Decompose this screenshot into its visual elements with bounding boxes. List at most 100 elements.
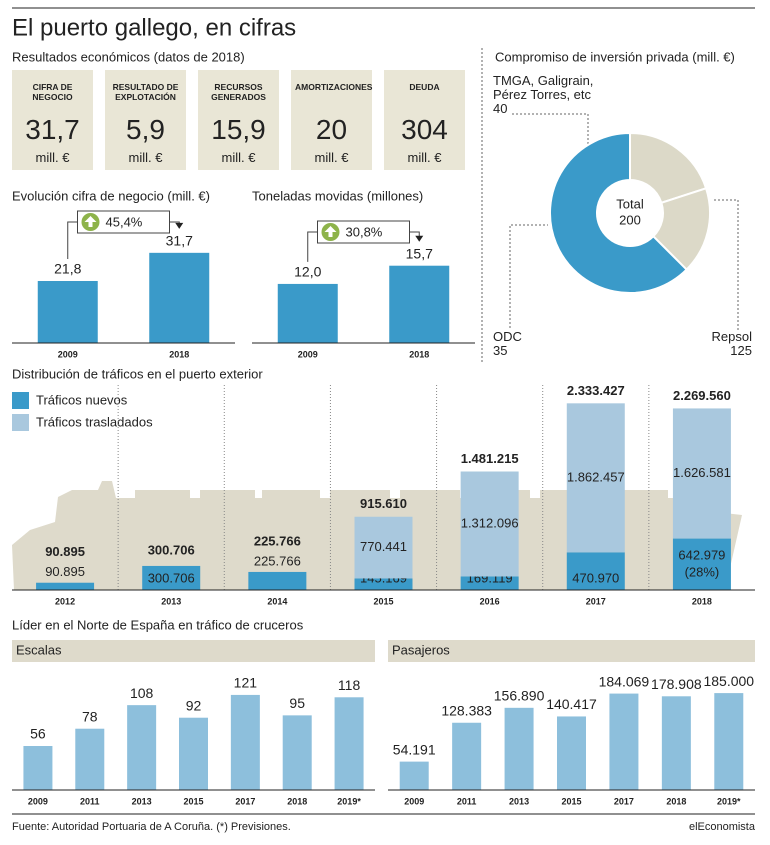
bar-segment [36, 582, 95, 590]
bar [23, 746, 53, 790]
leader [512, 113, 589, 148]
kpi-unit: mill. € [128, 150, 163, 165]
x-tick-label: 2009 [298, 349, 318, 359]
section-header [388, 640, 755, 662]
bar-segment [460, 576, 519, 590]
total-label: 2.333.427 [567, 383, 625, 398]
x-tick-label: 2017 [614, 796, 634, 806]
pie-label: ODC 35 [493, 330, 522, 358]
kpi-box: RESULTADO DE EXPLOTACIÓN 5,9 mill. € [105, 70, 186, 170]
bar [277, 283, 338, 343]
brand: elEconomista [689, 821, 756, 833]
value-label: 300.706 [148, 570, 195, 585]
bar-segment [354, 578, 413, 590]
value-label: 15,7 [406, 245, 433, 261]
kpi-box: DEUDA 304 mill. € [384, 70, 465, 170]
value-label: 140.417 [546, 696, 597, 712]
bar-segment [354, 516, 413, 579]
x-tick-label: 2013 [161, 596, 181, 606]
bar [230, 694, 260, 790]
bar [75, 728, 105, 790]
arrow-head [175, 222, 184, 229]
kpi-unit: mill. € [314, 150, 349, 165]
center-label: Total [616, 196, 644, 211]
kpi-box: RECURSOS GENERADOS 15,9 mill. € [198, 70, 279, 170]
center-total: 200 [619, 212, 641, 227]
kpi-box: CIFRA DE NEGOCIO 31,7 mill. € [12, 70, 93, 170]
x-tick-label: 2019* [717, 796, 741, 806]
value-label: 121 [234, 675, 258, 691]
bar [389, 265, 450, 343]
chart-title: Distribución de tráficos en el puerto ex… [12, 366, 263, 381]
legend-label: Tráficos nuevos [36, 392, 128, 407]
share-label: (28%) [685, 565, 720, 580]
bar [609, 693, 639, 790]
growth-arrow [84, 216, 97, 227]
x-tick-label: 2019* [337, 796, 361, 806]
section-header [12, 640, 375, 662]
pie-label-name: Repsol [711, 329, 752, 344]
value-label: 178.908 [651, 676, 702, 692]
legend-swatch [12, 414, 29, 431]
value-label: 770.441 [360, 539, 407, 554]
x-tick-label: 2015 [561, 796, 581, 806]
bar-segment [672, 538, 731, 590]
bar [37, 280, 98, 343]
value-label: 92 [186, 697, 202, 713]
kpi-value: 20 [315, 114, 348, 145]
bar [179, 717, 208, 790]
pie-label-name: ODC [493, 329, 522, 344]
x-tick-label: 2009 [404, 796, 424, 806]
kpi-label: AMORTIZACIONES [295, 82, 373, 92]
kpi-label: CIFRA DE NEGOCIO [32, 82, 73, 102]
pie-label-value: 40 [493, 101, 508, 116]
value-label: 225.766 [254, 553, 301, 568]
kpi-label: DEUDA [409, 82, 440, 92]
x-tick-label: 2009 [58, 349, 78, 359]
x-tick-label: 2017 [586, 596, 606, 606]
kpi-value: 304 [401, 114, 448, 145]
kpi-label: RECURSOS GENERADOS [211, 82, 266, 102]
legend-label: Tráficos trasladados [36, 414, 153, 429]
legend-swatch [12, 392, 29, 409]
x-tick-label: 2009 [28, 796, 48, 806]
bar-segment [672, 408, 731, 539]
kpi-value: 5,9 [126, 114, 165, 145]
total-label: 90.895 [45, 544, 85, 559]
bar [127, 705, 157, 790]
arrow-head [415, 235, 424, 242]
chart-title: Escalas [16, 642, 62, 657]
growth-bracket [67, 221, 78, 259]
bar [504, 707, 534, 790]
bar-segment [566, 403, 625, 553]
bar-segment [248, 571, 307, 590]
section-title: Líder en el Norte de España en tráfico d… [12, 617, 304, 632]
kpi-value: 15,9 [211, 114, 266, 145]
total-label: 225.766 [254, 533, 301, 548]
value-label: 184.069 [599, 673, 650, 689]
bar-segment [566, 552, 625, 590]
source: Fuente: Autoridad Portuaria de A Coruña.… [12, 821, 291, 833]
leader [509, 224, 548, 328]
kpi-box: AMORTIZACIONES 20 mill. € [291, 70, 372, 170]
total-label: 915.610 [360, 496, 407, 511]
bar-segment [460, 471, 519, 577]
kpi-label: RESULTADO DE EXPLOTACIÓN [112, 82, 179, 102]
x-tick-label: 2013 [509, 796, 529, 806]
x-tick-label: 2018 [692, 596, 712, 606]
value-label: 90.895 [45, 564, 85, 579]
bar-segment [142, 565, 201, 590]
annotation-box [317, 220, 410, 244]
value-label: 56 [30, 726, 46, 742]
value-label: 128.383 [441, 702, 492, 718]
x-tick-label: 2018 [287, 796, 307, 806]
value-label: 1.626.581 [673, 465, 731, 480]
bar [452, 722, 482, 790]
value-label: 185.000 [703, 673, 754, 689]
annotation: 30,8% [346, 224, 383, 239]
x-tick-label: 2011 [457, 796, 477, 806]
page-title: El puerto gallego, en cifras [12, 14, 296, 41]
bar [334, 697, 364, 790]
total-label: 1.481.215 [461, 451, 519, 466]
